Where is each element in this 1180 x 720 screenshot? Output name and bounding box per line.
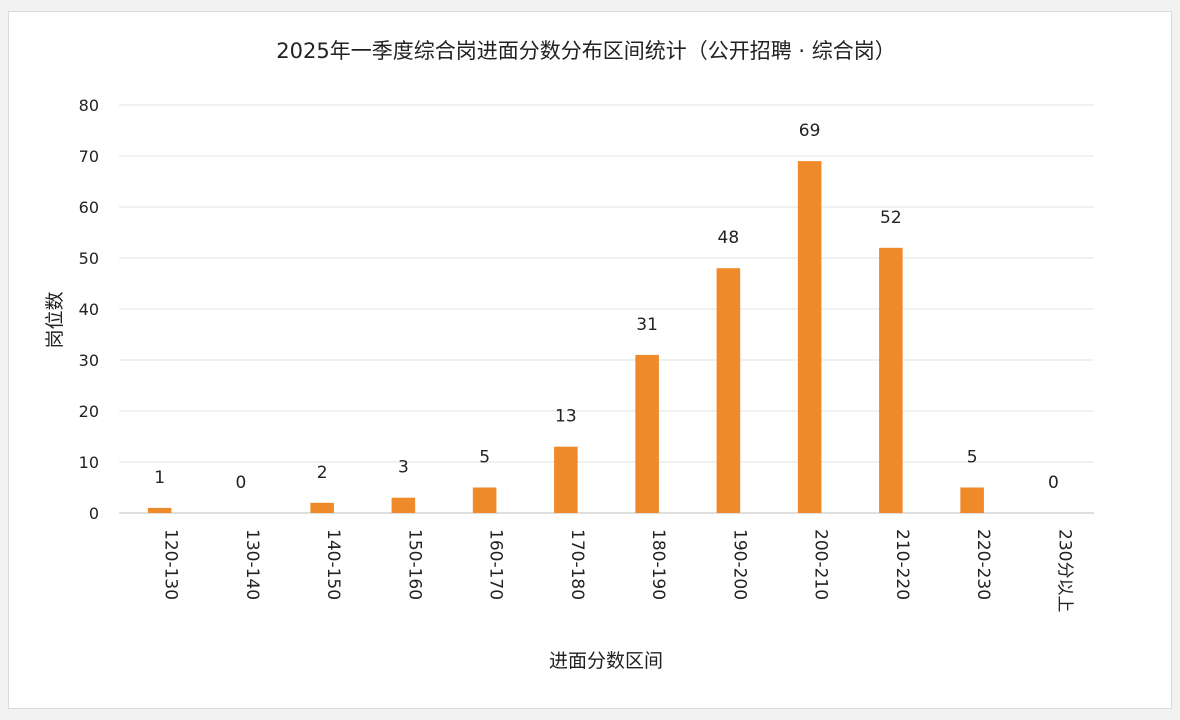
x-tick-label: 180-190 [648, 529, 668, 600]
bar [472, 487, 497, 513]
y-axis-ticks: 0 10 20 30 40 50 60 70 80 [79, 96, 99, 523]
bar [147, 507, 172, 513]
y-tick-label: 0 [89, 504, 99, 523]
data-label: 13 [555, 407, 577, 427]
x-tick-label: 190-200 [729, 529, 749, 600]
bar-chart: 2025年一季度综合岗进面分数分布区间统计（公开招聘 · 综合岗） 010203… [44, 39, 1094, 672]
x-tick-label: 220-230 [973, 529, 993, 600]
data-label: 52 [880, 208, 902, 228]
data-label: 48 [718, 228, 740, 248]
data-label: 1 [154, 468, 165, 488]
y-tick-label: 80 [79, 96, 99, 115]
data-label: 5 [967, 448, 978, 468]
x-tick-label: 120-130 [161, 529, 181, 600]
data-labels: 1 0 2 3 5 13 31 48 69 52 5 0 [154, 121, 1059, 493]
x-tick-label: 170-180 [567, 529, 587, 600]
data-label: 31 [636, 315, 658, 335]
y-tick-label: 40 [79, 300, 99, 319]
y-tick-label: 30 [79, 351, 99, 370]
bar [960, 487, 984, 513]
x-tick-label: 140-150 [323, 529, 343, 600]
x-tick-label: 230分以上 [1054, 529, 1074, 612]
data-label: 69 [799, 121, 821, 141]
x-tick-label: 200-210 [811, 529, 831, 600]
x-tick-label: 160-170 [486, 529, 506, 600]
y-tick-label: 20 [79, 402, 99, 421]
x-tick-label: 130-140 [242, 529, 262, 600]
bar [391, 497, 416, 513]
data-label: 0 [1048, 473, 1059, 493]
bar [554, 446, 578, 513]
data-label: 2 [317, 463, 328, 483]
y-tick-label: 60 [79, 198, 99, 217]
data-label: 5 [479, 448, 490, 468]
y-tick-label: 10 [79, 453, 99, 472]
x-axis-ticks: 120-130 130-140 140-150 150-160 160-170 170-1… [161, 529, 1075, 612]
x-tick-label: 210-220 [892, 529, 912, 600]
gridlines [119, 104, 1094, 514]
bars [147, 161, 984, 514]
y-tick-label: 70 [79, 147, 99, 166]
x-axis-label: 进面分数区间 [549, 650, 663, 672]
bar [716, 268, 741, 513]
bar [879, 247, 903, 514]
x-tick-label: 150-160 [404, 529, 424, 600]
y-axis-label: 岗位数 [44, 291, 66, 348]
bar [310, 502, 334, 513]
data-label: 3 [398, 458, 409, 478]
data-label: 0 [235, 473, 246, 493]
chart-title: 2025年一季度综合岗进面分数分布区间统计（公开招聘 · 综合岗） [276, 39, 895, 63]
bar [635, 354, 659, 513]
bar [797, 161, 822, 513]
y-tick-label: 50 [79, 249, 99, 268]
chart-frame: 2025年一季度综合岗进面分数分布区间统计（公开招聘 · 综合岗） 0 10 20 3… [8, 11, 1172, 709]
